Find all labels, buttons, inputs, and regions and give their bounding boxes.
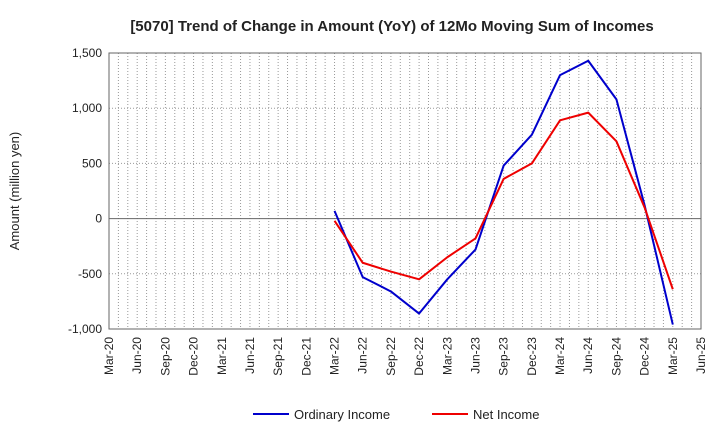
x-tick-label: Sep-21 — [271, 337, 285, 376]
x-tick-label: Mar-25 — [666, 337, 680, 375]
y-tick-label: -500 — [78, 267, 102, 281]
x-tick-label: Mar-21 — [215, 337, 229, 375]
x-tick-label: Sep-24 — [609, 337, 623, 376]
legend: Ordinary Income Net Income — [253, 407, 539, 422]
series-line-net-income — [333, 111, 674, 290]
x-tick-label: Jun-24 — [581, 337, 595, 374]
plot-background — [109, 53, 701, 329]
x-tick-label: Jun-20 — [130, 337, 144, 374]
x-tick-label: Sep-22 — [384, 337, 398, 376]
chart-title: [5070] Trend of Change in Amount (YoY) o… — [130, 18, 653, 35]
x-tick-label: Jun-23 — [468, 337, 482, 374]
x-tick-label: Mar-20 — [102, 337, 116, 375]
y-tick-label: 0 — [95, 212, 102, 226]
x-tick-label: Dec-24 — [638, 337, 652, 376]
plot-border — [108, 52, 702, 330]
y-tick-label: 500 — [82, 156, 102, 170]
x-tick-label: Mar-24 — [553, 337, 567, 375]
series-line-ordinary-income — [333, 59, 674, 325]
x-tick-label: Sep-20 — [158, 337, 172, 376]
x-tick-label: Jun-21 — [243, 337, 257, 374]
x-tick-label: Mar-23 — [440, 337, 454, 375]
y-axis-label: Amount (million yen) — [7, 132, 22, 251]
x-tick-label: Sep-23 — [497, 337, 511, 376]
plot-area: -1,000 -500 0 500 1,000 1,500 Mar-20 Jun-20 Sep-… — [68, 46, 708, 376]
x-tick-label: Dec-23 — [525, 337, 539, 376]
x-tick-label: Dec-22 — [412, 337, 426, 376]
y-tick-label: 1,000 — [72, 101, 102, 115]
x-tick-label: Mar-22 — [328, 337, 342, 375]
x-tick-label: Jun-22 — [356, 337, 370, 374]
legend-label: Ordinary Income — [294, 407, 390, 422]
legend-label: Net Income — [473, 407, 539, 422]
x-tick-label: Jun-25 — [694, 337, 708, 374]
y-tick-label: 1,500 — [72, 46, 102, 60]
x-tick-label: Dec-21 — [299, 337, 313, 376]
y-tick-label: -1,000 — [68, 322, 102, 336]
x-tick-label: Dec-20 — [187, 337, 201, 376]
